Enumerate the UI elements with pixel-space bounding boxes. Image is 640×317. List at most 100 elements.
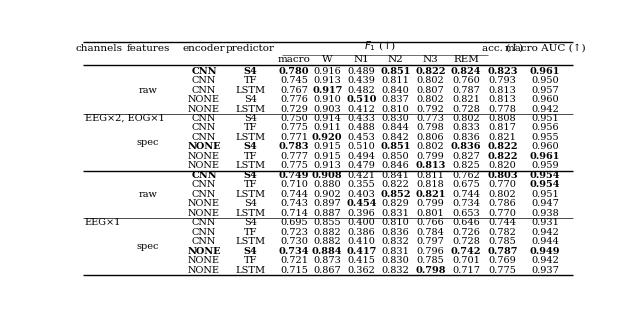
Text: 0.729: 0.729 bbox=[280, 105, 308, 113]
Text: 0.947: 0.947 bbox=[531, 199, 559, 208]
Text: 0.771: 0.771 bbox=[280, 133, 308, 142]
Text: 0.951: 0.951 bbox=[531, 114, 559, 123]
Text: 0.421: 0.421 bbox=[348, 171, 375, 180]
Text: LSTM: LSTM bbox=[236, 86, 266, 94]
Text: raw: raw bbox=[139, 86, 157, 94]
Text: CNN: CNN bbox=[191, 171, 217, 180]
Text: 0.822: 0.822 bbox=[487, 152, 518, 161]
Text: CNN: CNN bbox=[192, 237, 216, 246]
Text: NONE: NONE bbox=[187, 142, 221, 152]
Text: 0.873: 0.873 bbox=[314, 256, 341, 265]
Text: CNN: CNN bbox=[192, 133, 216, 142]
Text: 0.821: 0.821 bbox=[415, 190, 445, 199]
Text: 0.802: 0.802 bbox=[417, 95, 444, 104]
Text: NONE: NONE bbox=[187, 247, 221, 256]
Text: 0.489: 0.489 bbox=[348, 67, 375, 76]
Text: 0.750: 0.750 bbox=[280, 114, 308, 123]
Text: 0.802: 0.802 bbox=[488, 190, 516, 199]
Text: 0.494: 0.494 bbox=[348, 152, 375, 161]
Text: 0.867: 0.867 bbox=[314, 266, 341, 275]
Text: 0.802: 0.802 bbox=[417, 76, 444, 85]
Text: 0.479: 0.479 bbox=[348, 161, 375, 170]
Text: 0.951: 0.951 bbox=[531, 190, 559, 199]
Text: S4: S4 bbox=[244, 218, 257, 227]
Text: 0.726: 0.726 bbox=[452, 228, 480, 237]
Text: 0.884: 0.884 bbox=[312, 247, 342, 256]
Text: LSTM: LSTM bbox=[236, 209, 266, 218]
Text: 0.728: 0.728 bbox=[452, 105, 480, 113]
Text: 0.744: 0.744 bbox=[452, 190, 480, 199]
Text: 0.802: 0.802 bbox=[417, 142, 444, 152]
Text: 0.715: 0.715 bbox=[280, 266, 308, 275]
Text: 0.813: 0.813 bbox=[488, 95, 516, 104]
Text: 0.488: 0.488 bbox=[348, 124, 375, 133]
Text: TF: TF bbox=[244, 228, 257, 237]
Text: 0.695: 0.695 bbox=[280, 218, 308, 227]
Text: 0.829: 0.829 bbox=[381, 199, 410, 208]
Text: 0.831: 0.831 bbox=[381, 209, 410, 218]
Text: 0.775: 0.775 bbox=[280, 124, 308, 133]
Text: 0.957: 0.957 bbox=[531, 86, 559, 94]
Text: 0.851: 0.851 bbox=[380, 142, 411, 152]
Text: 0.908: 0.908 bbox=[312, 171, 342, 180]
Text: 0.914: 0.914 bbox=[314, 114, 341, 123]
Text: 0.950: 0.950 bbox=[531, 76, 559, 85]
Text: 0.784: 0.784 bbox=[417, 228, 444, 237]
Text: 0.817: 0.817 bbox=[488, 124, 516, 133]
Text: 0.728: 0.728 bbox=[452, 237, 480, 246]
Text: NONE: NONE bbox=[188, 209, 220, 218]
Text: 0.433: 0.433 bbox=[348, 114, 375, 123]
Text: 0.806: 0.806 bbox=[417, 133, 444, 142]
Text: 0.844: 0.844 bbox=[381, 124, 410, 133]
Text: 0.882: 0.882 bbox=[314, 228, 341, 237]
Text: LSTM: LSTM bbox=[236, 105, 266, 113]
Text: 0.944: 0.944 bbox=[531, 237, 559, 246]
Text: 0.798: 0.798 bbox=[415, 266, 445, 275]
Text: 0.920: 0.920 bbox=[312, 133, 342, 142]
Text: 0.961: 0.961 bbox=[530, 67, 560, 76]
Text: 0.813: 0.813 bbox=[415, 161, 445, 170]
Text: 0.734: 0.734 bbox=[452, 199, 480, 208]
Text: 0.785: 0.785 bbox=[417, 256, 444, 265]
Text: encoder: encoder bbox=[182, 43, 225, 53]
Text: S4: S4 bbox=[244, 114, 257, 123]
Text: NONE: NONE bbox=[188, 161, 220, 170]
Text: 0.801: 0.801 bbox=[417, 209, 444, 218]
Text: 0.780: 0.780 bbox=[278, 67, 309, 76]
Text: 0.942: 0.942 bbox=[531, 228, 559, 237]
Text: 0.882: 0.882 bbox=[314, 237, 341, 246]
Text: 0.775: 0.775 bbox=[488, 266, 516, 275]
Text: S4: S4 bbox=[244, 142, 257, 152]
Text: 0.811: 0.811 bbox=[417, 171, 444, 180]
Text: NONE: NONE bbox=[188, 199, 220, 208]
Text: macro: macro bbox=[278, 55, 310, 64]
Text: spec: spec bbox=[137, 138, 159, 147]
Text: 0.830: 0.830 bbox=[381, 114, 410, 123]
Text: 0.960: 0.960 bbox=[531, 142, 559, 152]
Text: 0.760: 0.760 bbox=[452, 76, 480, 85]
Text: 0.744: 0.744 bbox=[280, 190, 308, 199]
Text: 0.798: 0.798 bbox=[417, 124, 444, 133]
Text: 0.911: 0.911 bbox=[314, 124, 341, 133]
Text: 0.837: 0.837 bbox=[381, 95, 410, 104]
Text: 0.917: 0.917 bbox=[312, 86, 342, 94]
Text: S4: S4 bbox=[244, 67, 257, 76]
Text: 0.403: 0.403 bbox=[348, 190, 375, 199]
Text: 0.842: 0.842 bbox=[381, 133, 410, 142]
Text: 0.776: 0.776 bbox=[280, 95, 308, 104]
Text: 0.412: 0.412 bbox=[348, 105, 375, 113]
Text: LSTM: LSTM bbox=[236, 190, 266, 199]
Text: 0.959: 0.959 bbox=[531, 161, 559, 170]
Text: predictor: predictor bbox=[226, 43, 275, 53]
Text: 0.942: 0.942 bbox=[531, 105, 559, 113]
Text: LSTM: LSTM bbox=[236, 161, 266, 170]
Text: 0.852: 0.852 bbox=[380, 190, 411, 199]
Text: 0.701: 0.701 bbox=[452, 256, 480, 265]
Text: CNN: CNN bbox=[192, 124, 216, 133]
Text: CNN: CNN bbox=[192, 190, 216, 199]
Text: 0.742: 0.742 bbox=[451, 247, 481, 256]
Text: 0.841: 0.841 bbox=[381, 171, 410, 180]
Text: 0.410: 0.410 bbox=[348, 237, 375, 246]
Text: 0.714: 0.714 bbox=[280, 209, 308, 218]
Text: 0.783: 0.783 bbox=[278, 142, 309, 152]
